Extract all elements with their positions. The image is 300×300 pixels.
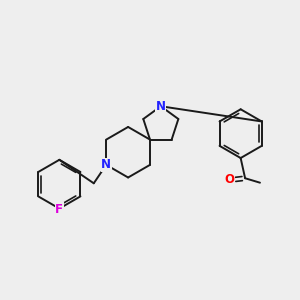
Text: N: N xyxy=(156,100,166,113)
Text: F: F xyxy=(55,202,63,216)
Text: N: N xyxy=(101,158,111,171)
Text: O: O xyxy=(225,173,235,186)
